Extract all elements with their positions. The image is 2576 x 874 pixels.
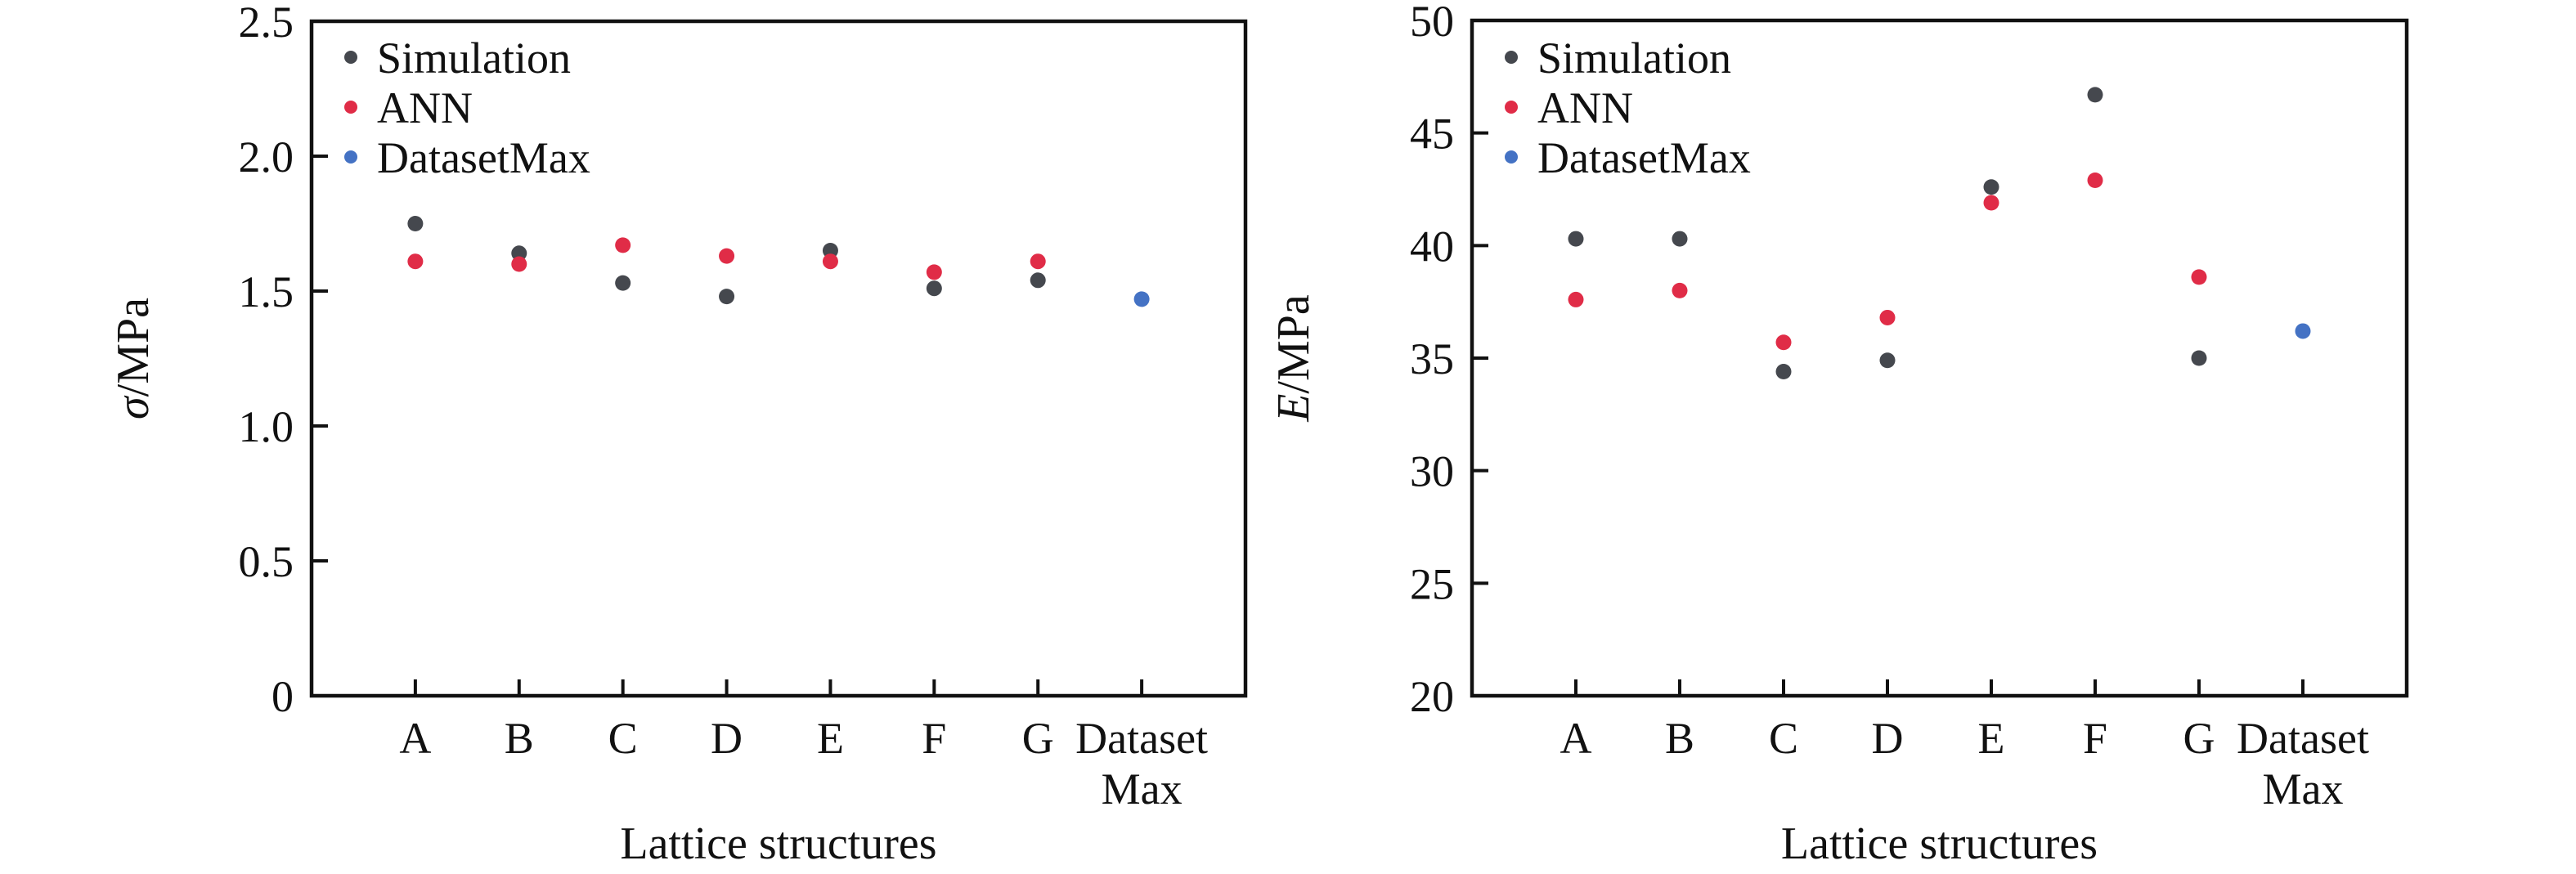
legend-marker-simulation — [1505, 51, 1518, 64]
y-tick-label: 40 — [1410, 222, 1454, 271]
panel-right: 20 25 30 35 40 45 50 A B C D E F G DatasetMax Lattice s… — [1268, 0, 2409, 869]
x-tick-label: A — [399, 714, 431, 763]
x-tick-label: Dataset — [2237, 714, 2369, 763]
data-point-simulation — [1030, 272, 1046, 289]
x-tick-label: E — [817, 714, 844, 763]
data-point-simulation — [1568, 231, 1584, 247]
data-point-ann — [2087, 172, 2103, 188]
legend-marker-datasetmax — [344, 150, 357, 164]
x-tick-label: A — [1560, 714, 1592, 763]
y-tick-label: 0.5 — [239, 537, 294, 586]
x-tick-label: F — [2083, 714, 2107, 763]
panel-left: 0 0.5 1.0 1.5 2.0 2.5 A B C D E F G DatasetMax Lattice… — [108, 0, 1248, 869]
data-point-ann — [1568, 291, 1584, 307]
data-point-simulation — [407, 216, 424, 231]
data-point-ann — [2191, 269, 2207, 285]
data-point-simulation — [822, 243, 838, 258]
legend-label: DatasetMax — [1537, 133, 1751, 182]
x-tick-label: G — [2183, 714, 2215, 763]
x-axis-title: Lattice structures — [620, 818, 936, 869]
y-axis-title: σ/MPa — [108, 298, 159, 419]
x-tick-label: B — [505, 714, 534, 763]
legend-label: ANN — [1537, 83, 1633, 132]
y-axis-title: E/MPa — [1268, 294, 1319, 423]
x-tick-label: Dataset — [1075, 714, 1208, 763]
data-point-datasetmax — [2295, 323, 2311, 339]
data-point-simulation — [1983, 179, 1999, 195]
data-point-ann — [1672, 282, 1688, 298]
data-point-datasetmax — [1133, 291, 1150, 307]
data-point-simulation — [2087, 87, 2103, 103]
data-point-ann — [719, 248, 735, 264]
x-tick-label: D — [711, 714, 743, 763]
data-point-ann — [407, 253, 424, 270]
data-point-ann — [926, 264, 942, 280]
x-tick-label: F — [922, 714, 946, 763]
data-point-ann — [615, 237, 631, 253]
legend-marker-ann — [344, 101, 357, 114]
data-point-ann — [1983, 195, 1999, 211]
data-point-simulation — [926, 280, 942, 297]
y-tick-label: 50 — [1410, 0, 1454, 46]
legend-label: ANN — [377, 83, 473, 132]
legend-label: DatasetMax — [377, 133, 590, 182]
x-tick-label: Max — [2263, 764, 2344, 813]
x-tick-label: E — [1978, 714, 2005, 763]
y-tick-label: 1.0 — [239, 402, 294, 451]
y-tick-label: 35 — [1410, 334, 1454, 383]
data-point-simulation — [615, 275, 631, 291]
y-tick-label: 20 — [1410, 672, 1454, 721]
data-point-ann — [1030, 253, 1046, 270]
data-point-ann — [1879, 309, 1896, 325]
y-tick-label: 2.5 — [239, 0, 294, 47]
legend-marker-simulation — [344, 51, 357, 64]
x-axis-title: Lattice structures — [1781, 818, 2098, 869]
plot-border — [309, 19, 1248, 698]
legend-label: Simulation — [377, 34, 571, 83]
y-tick-label: 2.0 — [239, 132, 294, 182]
x-tick-label: C — [608, 714, 638, 763]
data-point-ann — [822, 253, 838, 270]
legend-marker-datasetmax — [1505, 150, 1518, 164]
y-tick-label: 1.5 — [239, 267, 294, 316]
y-tick-label: 30 — [1410, 447, 1454, 496]
data-point-ann — [511, 256, 527, 272]
legend-label: Simulation — [1537, 34, 1731, 83]
data-point-ann — [1775, 334, 1792, 351]
y-tick-label: 45 — [1410, 110, 1454, 159]
x-tick-label: G — [1022, 714, 1054, 763]
data-point-simulation — [2191, 350, 2207, 366]
data-point-simulation — [1879, 352, 1896, 369]
data-point-simulation — [719, 289, 735, 305]
x-tick-label: D — [1872, 714, 1904, 763]
y-tick-label: 0 — [272, 672, 294, 721]
x-tick-label: B — [1665, 714, 1694, 763]
y-tick-label: 25 — [1410, 559, 1454, 608]
data-point-simulation — [511, 245, 527, 262]
x-tick-label: C — [1769, 714, 1798, 763]
legend-marker-ann — [1505, 101, 1518, 114]
x-tick-label: Max — [1102, 764, 1183, 813]
data-point-simulation — [1672, 231, 1688, 247]
data-point-simulation — [1775, 364, 1792, 380]
